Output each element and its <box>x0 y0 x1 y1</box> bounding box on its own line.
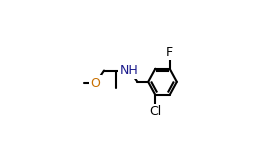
Text: Cl: Cl <box>149 105 162 118</box>
Text: F: F <box>166 46 173 59</box>
Text: NH: NH <box>120 64 139 77</box>
Text: O: O <box>91 77 101 90</box>
